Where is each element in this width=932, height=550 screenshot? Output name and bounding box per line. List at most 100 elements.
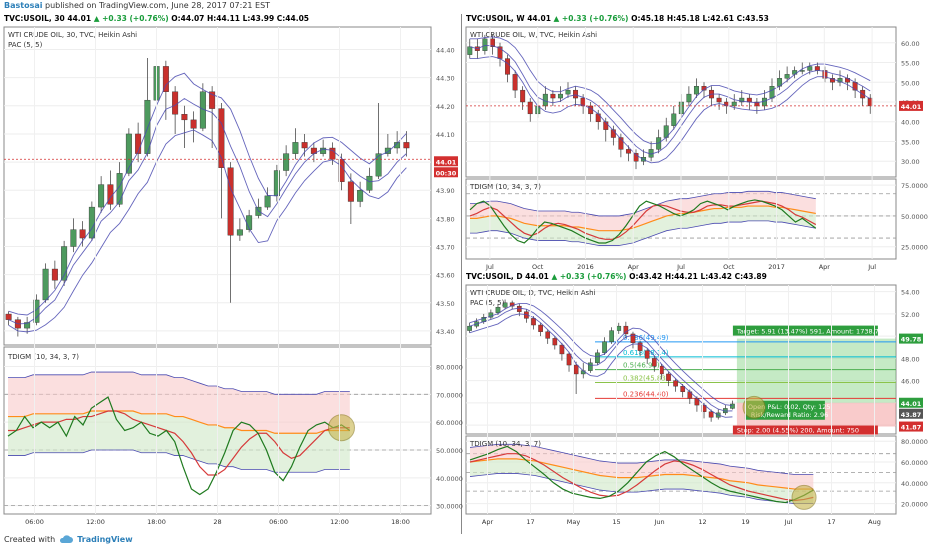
left-indicator-title: TDIGM (10, 34, 3, 7) — [7, 353, 79, 361]
tr-pac-center — [469, 44, 871, 155]
left-price-axis-tick-label: 43.80 — [436, 215, 455, 223]
tr-candle — [505, 58, 511, 75]
tr-candle — [550, 93, 556, 99]
left-time-axis-tick-label: 18:00 — [147, 518, 166, 526]
tr-candle — [814, 66, 820, 71]
left-price-axis-tick-label: 44.10 — [436, 131, 455, 139]
left-indicator-series-line — [7, 396, 351, 496]
br-time-axis-tick-label: 15 — [612, 518, 620, 526]
tr-indicator-title: TDIGM (10, 34, 3, 7) — [469, 183, 541, 191]
left-time-axis-tick-label: 06:00 — [25, 518, 44, 526]
left-candle — [107, 184, 114, 205]
left-candle — [125, 133, 132, 174]
tr-price-axis-tick-label: 60.00 — [901, 40, 920, 48]
br-candle — [630, 333, 636, 344]
br-time-axis-tick-label: 12 — [698, 518, 706, 526]
left-price-badge: 44.01 — [436, 158, 457, 166]
left-indicator-lower-zone — [8, 411, 350, 473]
br-ticker-change: ▲ +0.33 (+0.76%) — [551, 272, 627, 281]
tr-ticker-low: L:42.61 — [702, 14, 734, 23]
left-time-axis-tick-label: 12:00 — [330, 518, 349, 526]
left-pac-label: PAC (5, 5) — [8, 41, 43, 49]
left-time-axis-tick-label: 18:00 — [391, 518, 410, 526]
br-candle — [637, 342, 643, 351]
br-stop-box — [732, 425, 878, 435]
left-candle — [181, 114, 188, 121]
br-ticker-high: H:44.21 — [664, 272, 698, 281]
left-candle — [209, 91, 216, 109]
left-candle — [70, 229, 77, 247]
br-candle — [495, 307, 501, 313]
tr-time-axis-tick-label: Jul — [676, 263, 685, 271]
tr-candle — [482, 38, 488, 51]
left-price-axis-tick-label: 43.50 — [436, 300, 455, 308]
br-candle — [730, 403, 735, 409]
br-time-axis-tick-label: May — [567, 518, 581, 526]
author-name[interactable]: Bastosai — [4, 1, 43, 10]
br-time-axis-tick-label: 17 — [827, 518, 835, 526]
tr-candle — [467, 46, 473, 55]
br-candle — [538, 324, 543, 332]
br-time-axis-tick-label: 17 — [526, 518, 534, 526]
br-profit-zone — [736, 338, 896, 403]
br-target-badge: 49.78 — [901, 336, 922, 344]
tr-candle — [837, 78, 843, 83]
left-time-axis-tick-label: 06:00 — [269, 518, 288, 526]
br-pac-center — [469, 307, 733, 412]
br-candle — [595, 352, 600, 364]
tr-candle — [557, 93, 563, 99]
left-ticker-change: ▲ +0.33 (+0.76%) — [93, 14, 169, 23]
tr-time-axis-tick-label: Apr — [628, 263, 640, 271]
br-indicator-band-lower — [469, 473, 814, 504]
tradingview-logo[interactable]: TradingView — [77, 535, 133, 544]
br-stop-label: Stop: 2.00 (4.55%) 200, Amount: 750 — [737, 427, 859, 435]
left-time-badge-bg — [434, 167, 458, 178]
br-rr-label: Risk/Reward Ratio: 2.96 — [751, 411, 828, 419]
tr-candle — [573, 89, 579, 99]
br-pnl-label: Open P&L: 0.02, Qty: 125 — [748, 403, 831, 411]
left-candle — [51, 268, 58, 281]
tr-time-axis-tick-label: Oct — [723, 263, 735, 271]
footer: Created with TradingView — [4, 535, 133, 544]
left-pac-upper — [8, 72, 407, 316]
br-indicator-title: TDIGM (10, 34, 3, 7) — [469, 440, 541, 448]
tr-price-badge-bg — [899, 100, 923, 111]
tr-time-axis-tick-label: Jul — [867, 263, 876, 271]
left-indicator-axis-tick-label: 60.0000 — [436, 419, 463, 427]
tr-candle — [512, 74, 518, 91]
tr-pac-lower — [469, 56, 871, 164]
left-pac-lower — [8, 129, 407, 333]
br-candle — [502, 302, 508, 308]
tr-ticker-change: ▲ +0.33 (+0.76%) — [553, 14, 629, 23]
left-ticker-symbol: TVC:USOIL, 30 44.01 — [4, 14, 94, 23]
br-pac-upper — [469, 303, 733, 406]
br-time-axis-tick-label: 19 — [741, 518, 749, 526]
br-indicator-series-line — [469, 458, 814, 490]
tr-indicator-axis-tick-label: 50.0000 — [901, 213, 928, 221]
left-price-axis-tick-label: 43.90 — [436, 187, 455, 195]
br-target-label: Target: 5.91 (13.47%) 591, Amount: 1738.… — [736, 328, 883, 336]
tr-candle — [792, 70, 798, 75]
tr-time-axis-tick-label: 2016 — [577, 263, 594, 271]
br-price-axis-tick-label: 52.00 — [901, 311, 920, 319]
left-candle — [394, 142, 401, 149]
br-stop-badge: 41.87 — [901, 424, 922, 432]
left-candle — [283, 153, 290, 171]
tr-time-axis-tick-label: Apr — [819, 263, 831, 271]
left-time-badge: 00:30 — [436, 169, 457, 177]
tr-indicator-series-line — [470, 205, 816, 232]
tr-indicator-upper-zone — [470, 191, 816, 231]
br-chart-title: WTI CRUDE OIL, D, TVC, Heikin Ashi — [470, 289, 596, 297]
tr-time-axis-tick-label: Oct — [532, 263, 544, 271]
left-candle — [190, 119, 197, 129]
left-indicator-band-upper — [8, 371, 350, 395]
tr-indicator-series-line — [469, 199, 817, 244]
left-candle — [24, 322, 31, 329]
br-price-axis-tick-label: 54.00 — [901, 289, 920, 297]
left-candle — [98, 184, 105, 208]
tr-indicator-series-line — [469, 200, 817, 240]
br-time-axis-tick-label: Aug — [868, 518, 881, 526]
br-indicator-axis-tick-label: 20.0000 — [901, 501, 928, 509]
tr-candle — [565, 89, 571, 95]
